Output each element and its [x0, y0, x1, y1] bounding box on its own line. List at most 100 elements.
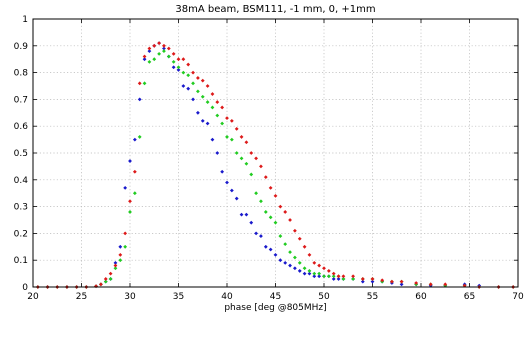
data-point [297, 269, 302, 273]
data-point [414, 281, 419, 285]
y-tick-label: 0 [22, 283, 28, 293]
data-point [186, 62, 191, 67]
data-point [259, 164, 263, 169]
data-point [220, 121, 225, 126]
data-point [103, 277, 108, 281]
plot-area-frame [32, 18, 519, 288]
data-point [142, 81, 147, 86]
data-point [176, 57, 181, 62]
data-point [200, 94, 205, 99]
data-point [128, 210, 132, 214]
data-point [196, 76, 200, 80]
y-tick-label: 0.3 [14, 203, 28, 213]
data-point [157, 51, 161, 56]
x-axis-label: phase [deg @805MHz] [224, 303, 326, 313]
data-point [249, 220, 254, 225]
data-point [229, 118, 234, 123]
data-point [326, 274, 331, 279]
data-point [137, 135, 142, 139]
data-point [288, 263, 292, 268]
data-point [142, 54, 147, 59]
data-point [128, 199, 132, 204]
data-point [132, 191, 137, 196]
data-point [249, 172, 254, 177]
data-point [210, 92, 215, 96]
data-point [215, 113, 220, 118]
data-point [263, 175, 268, 180]
data-point [196, 89, 200, 94]
data-point [297, 236, 302, 241]
data-point [317, 263, 322, 268]
data-point [293, 266, 297, 271]
data-point [147, 49, 152, 54]
data-point [302, 266, 307, 271]
data-point [273, 252, 278, 257]
data-point [312, 260, 317, 265]
data-point [278, 258, 283, 263]
data-point [191, 70, 195, 75]
data-point [118, 258, 123, 263]
data-point [157, 41, 161, 46]
y-tick-label: 0.5 [14, 149, 28, 159]
data-point [99, 282, 103, 287]
data-point [244, 161, 249, 166]
data-point [205, 84, 210, 88]
y-tick-label: 0.8 [14, 69, 29, 79]
x-tick-label: 60 [415, 292, 427, 302]
data-point [142, 57, 147, 62]
data-point [118, 252, 123, 257]
y-tick-label: 0.7 [14, 95, 28, 105]
data-point [273, 220, 278, 225]
data-point [234, 196, 239, 201]
data-point [200, 78, 205, 83]
data-point [225, 180, 229, 185]
data-point [336, 277, 341, 281]
data-point [171, 51, 176, 56]
data-point [152, 43, 157, 48]
x-tick-label: 45 [270, 292, 281, 302]
data-point [162, 46, 166, 51]
data-point [331, 277, 336, 281]
data-point [293, 255, 297, 260]
data-point [108, 271, 113, 276]
data-point [268, 185, 273, 190]
data-point [351, 277, 355, 281]
data-point [254, 231, 258, 236]
data-point [225, 135, 229, 139]
data-point [254, 191, 258, 196]
data-point [205, 100, 210, 104]
data-point [108, 277, 113, 281]
data-point [132, 137, 137, 142]
x-tick-label: 35 [173, 292, 184, 302]
data-point [162, 43, 166, 48]
x-tick-label: 70 [512, 292, 524, 302]
data-point [191, 81, 195, 86]
data-point [234, 126, 239, 131]
x-tick-label: 50 [318, 292, 330, 302]
data-point [307, 269, 312, 273]
data-point [370, 279, 375, 284]
data-point [254, 156, 258, 161]
data-point [239, 212, 244, 217]
data-point [302, 244, 307, 249]
data-point [162, 49, 166, 54]
data-point [297, 260, 302, 265]
data-point [351, 274, 355, 279]
data-point [181, 84, 186, 88]
data-point [186, 86, 191, 91]
data-point [229, 137, 234, 142]
data-point [244, 212, 249, 217]
data-point [152, 57, 157, 62]
data-point [239, 135, 244, 139]
y-tick-label: 0.2 [14, 229, 28, 239]
x-tick-label: 65 [464, 292, 475, 302]
series-1 [35, 41, 516, 289]
data-point [229, 188, 234, 193]
data-point [186, 73, 191, 78]
y-tick-label: 0.6 [14, 122, 29, 132]
data-point [263, 244, 268, 249]
data-point [118, 244, 123, 249]
data-point [113, 263, 118, 268]
data-point [210, 137, 215, 142]
x-tick-label: 30 [124, 292, 136, 302]
